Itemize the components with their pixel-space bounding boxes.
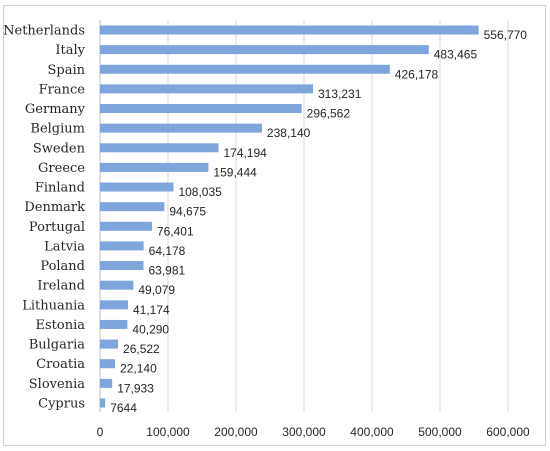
x-tick-label: 0 [97,425,104,439]
category-label: Germany [25,102,86,117]
data-label: 108,035 [178,185,222,199]
bar [100,398,106,408]
category-label: Greece [38,161,85,176]
data-label: 76,401 [157,224,194,238]
data-label: 426,178 [395,67,439,81]
x-tick-label: 500,000 [418,425,462,439]
category-label: Estonia [36,318,86,333]
data-label: 556,770 [484,28,528,42]
bar [100,84,313,94]
bar [100,339,119,349]
bar [100,359,116,369]
data-label: 64,178 [149,244,186,258]
category-label: Sweden [33,141,86,156]
bar [100,221,152,231]
bar [100,104,302,114]
category-label: Cyprus [38,396,85,411]
bar [100,202,165,212]
data-label: 26,522 [123,342,160,356]
data-label: 174,194 [223,146,267,160]
data-label: 40,290 [132,322,169,336]
bar [100,261,144,271]
x-tick-label: 200,000 [214,425,258,439]
data-label: 17,933 [117,381,154,395]
x-tick-label: 600,000 [486,425,530,439]
chart-frame [3,5,546,446]
bar [100,280,134,290]
category-label: Lithuania [22,298,85,313]
category-label: Portugal [29,220,85,235]
bar [100,143,219,153]
bar [100,123,262,133]
x-tick-label: 300,000 [282,425,326,439]
category-label: Latvia [44,239,85,254]
bar [100,378,113,388]
data-label: 483,465 [434,48,478,62]
data-label: 22,140 [120,362,157,376]
bar [100,241,144,251]
data-label: 313,231 [318,87,362,101]
category-label: Spain [47,63,85,78]
category-label: Finland [35,181,85,196]
data-label: 94,675 [169,205,206,219]
data-label: 238,140 [267,126,311,140]
bar [100,45,429,55]
category-label: Ireland [37,279,85,294]
category-label: Croatia [36,357,85,372]
data-label: 41,174 [133,303,170,317]
category-label: Slovenia [29,377,85,392]
data-label: 7644 [110,401,137,415]
bar [100,182,174,192]
data-label: 296,562 [307,107,351,121]
bar [100,162,209,172]
category-label: Italy [55,43,85,58]
category-label: Poland [40,259,85,274]
bar [100,300,128,310]
data-label: 159,444 [213,165,257,179]
bar [100,319,128,329]
bar [100,25,479,35]
category-label: France [39,82,86,97]
data-label: 63,981 [149,264,186,278]
x-tick-label: 400,000 [350,425,394,439]
category-label: Denmark [24,200,85,215]
bar [100,64,390,74]
category-label: Netherlands [3,24,85,39]
x-tick-label: 100,000 [146,425,190,439]
category-label: Belgium [30,122,85,137]
data-label: 49,079 [138,283,175,297]
category-label: Bulgaria [29,338,86,353]
